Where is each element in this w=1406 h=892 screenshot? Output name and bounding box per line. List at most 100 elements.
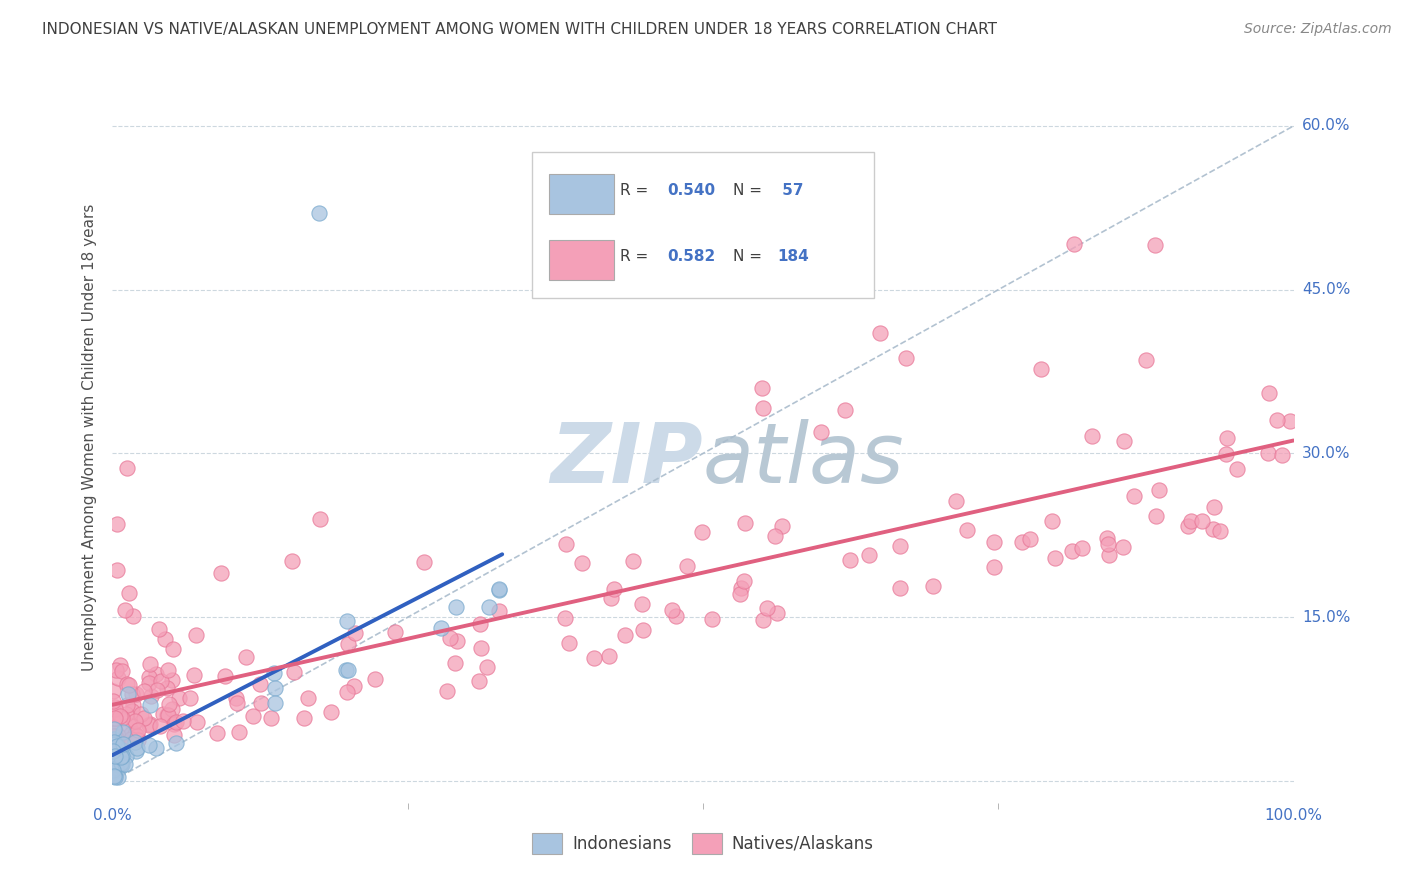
Point [1215,431,1237,445]
Point [443,656,465,670]
Point [111,734,134,748]
Point [488,582,510,596]
Point [103,764,125,779]
Point [104,702,127,716]
Point [105,741,128,756]
Point [834,402,856,417]
Point [756,600,779,615]
Point [571,556,593,570]
Point [734,516,756,530]
Point [630,597,652,611]
Text: INDONESIAN VS NATIVE/ALASKAN UNEMPLOYMENT AMONG WOMEN WITH CHILDREN UNDER 18 YEA: INDONESIAN VS NATIVE/ALASKAN UNEMPLOYMEN… [42,22,997,37]
Point [292,710,315,724]
Point [111,748,134,763]
Point [103,720,125,734]
Point [145,667,167,681]
Point [101,735,124,749]
Point [249,697,271,711]
Point [122,719,145,733]
Point [439,631,461,645]
Point [146,682,169,697]
Point [103,735,125,749]
Point [149,719,172,733]
Point [446,634,468,648]
Point [115,677,138,691]
Point [103,723,125,737]
Point [889,581,911,595]
Point [117,461,139,475]
Point [343,625,366,640]
Text: 15.0%: 15.0% [1302,610,1350,624]
FancyBboxPatch shape [531,152,875,298]
Text: N =: N = [733,249,766,264]
Point [127,733,149,747]
Point [139,717,162,731]
Point [983,535,1005,549]
Point [105,739,128,753]
Point [1226,462,1249,476]
Point [110,756,132,771]
Point [1180,514,1202,528]
Point [117,678,139,692]
Text: Source: ZipAtlas.com: Source: ZipAtlas.com [1244,22,1392,37]
Point [281,553,304,567]
Point [858,549,880,563]
Point [478,599,501,614]
Point [430,621,453,635]
Point [103,735,125,749]
Point [1045,550,1067,565]
Text: 30.0%: 30.0% [1302,446,1350,461]
Point [111,742,134,756]
Text: N =: N = [733,183,766,198]
Point [1029,362,1052,376]
Point [110,759,132,773]
Point [336,614,359,628]
Point [554,611,576,625]
Point [145,740,167,755]
Point [115,706,138,721]
Point [1149,483,1171,498]
Point [118,718,141,732]
Point [225,691,247,706]
Point [488,583,510,598]
Point [111,664,134,678]
Point [125,687,148,701]
Point [107,747,129,761]
Point [101,693,124,707]
Point [124,727,146,741]
Point [153,632,176,646]
Point [1097,537,1119,551]
Point [163,728,186,742]
Point [103,734,125,748]
Point [214,669,236,683]
Point [186,714,208,729]
Point [152,707,174,722]
Point [263,666,285,681]
Point [1071,541,1094,555]
Point [114,603,136,617]
Point [702,612,724,626]
Point [172,714,194,728]
Point [1011,535,1033,549]
Point [752,614,775,628]
Text: 60.0%: 60.0% [1302,119,1350,134]
Point [297,691,319,706]
Point [661,603,683,617]
Point [763,529,786,543]
Point [308,206,330,220]
Point [889,539,911,553]
Point [105,741,128,756]
Point [1257,446,1279,460]
Point [1114,434,1136,448]
Point [157,663,180,677]
Point [107,770,129,784]
Point [665,609,688,624]
Point [111,725,134,739]
Point [582,651,605,665]
Point [104,700,127,714]
Point [733,574,755,588]
Point [125,729,148,743]
Point [124,714,146,728]
Point [110,755,132,769]
Point [104,726,127,740]
